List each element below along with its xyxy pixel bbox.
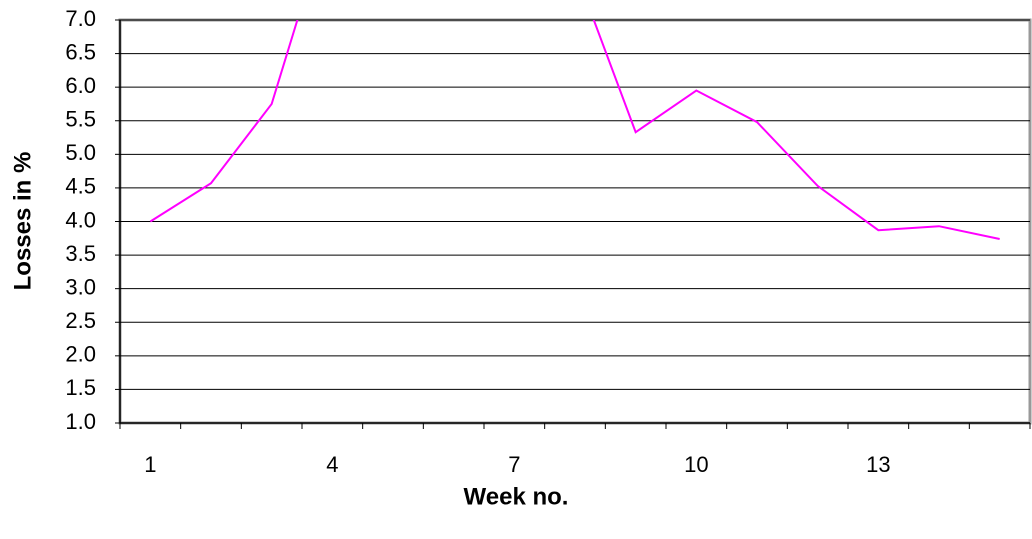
y-tick-label: 4.5 [65,174,96,199]
y-tick-label: 3.0 [65,274,96,299]
y-tick-label: 6.5 [65,39,96,64]
line-series [149,20,1000,240]
y-axis-title: Losses in % [9,152,36,291]
x-tick-label: 1 [144,452,156,477]
x-tick-label: 7 [508,452,520,477]
y-tick-label: 5.0 [65,140,96,165]
y-tick-label: 2.0 [65,342,96,367]
x-tick-label: 10 [684,452,708,477]
series-clip [149,20,1000,240]
x-tick-label: 13 [866,452,890,477]
x-tick-label: 4 [326,452,338,477]
y-tick-label: 7.0 [65,6,96,31]
y-tick-label: 1.5 [65,375,96,400]
y-tick-label: 2.5 [65,308,96,333]
y-tick-label: 3.5 [65,241,96,266]
y-tick-label: 6.0 [65,73,96,98]
y-tick-label: 1.0 [65,409,96,434]
y-tick-label: 5.5 [65,107,96,132]
y-tick-label: 4.0 [65,207,96,232]
x-axis-title: Week no. [464,483,569,510]
